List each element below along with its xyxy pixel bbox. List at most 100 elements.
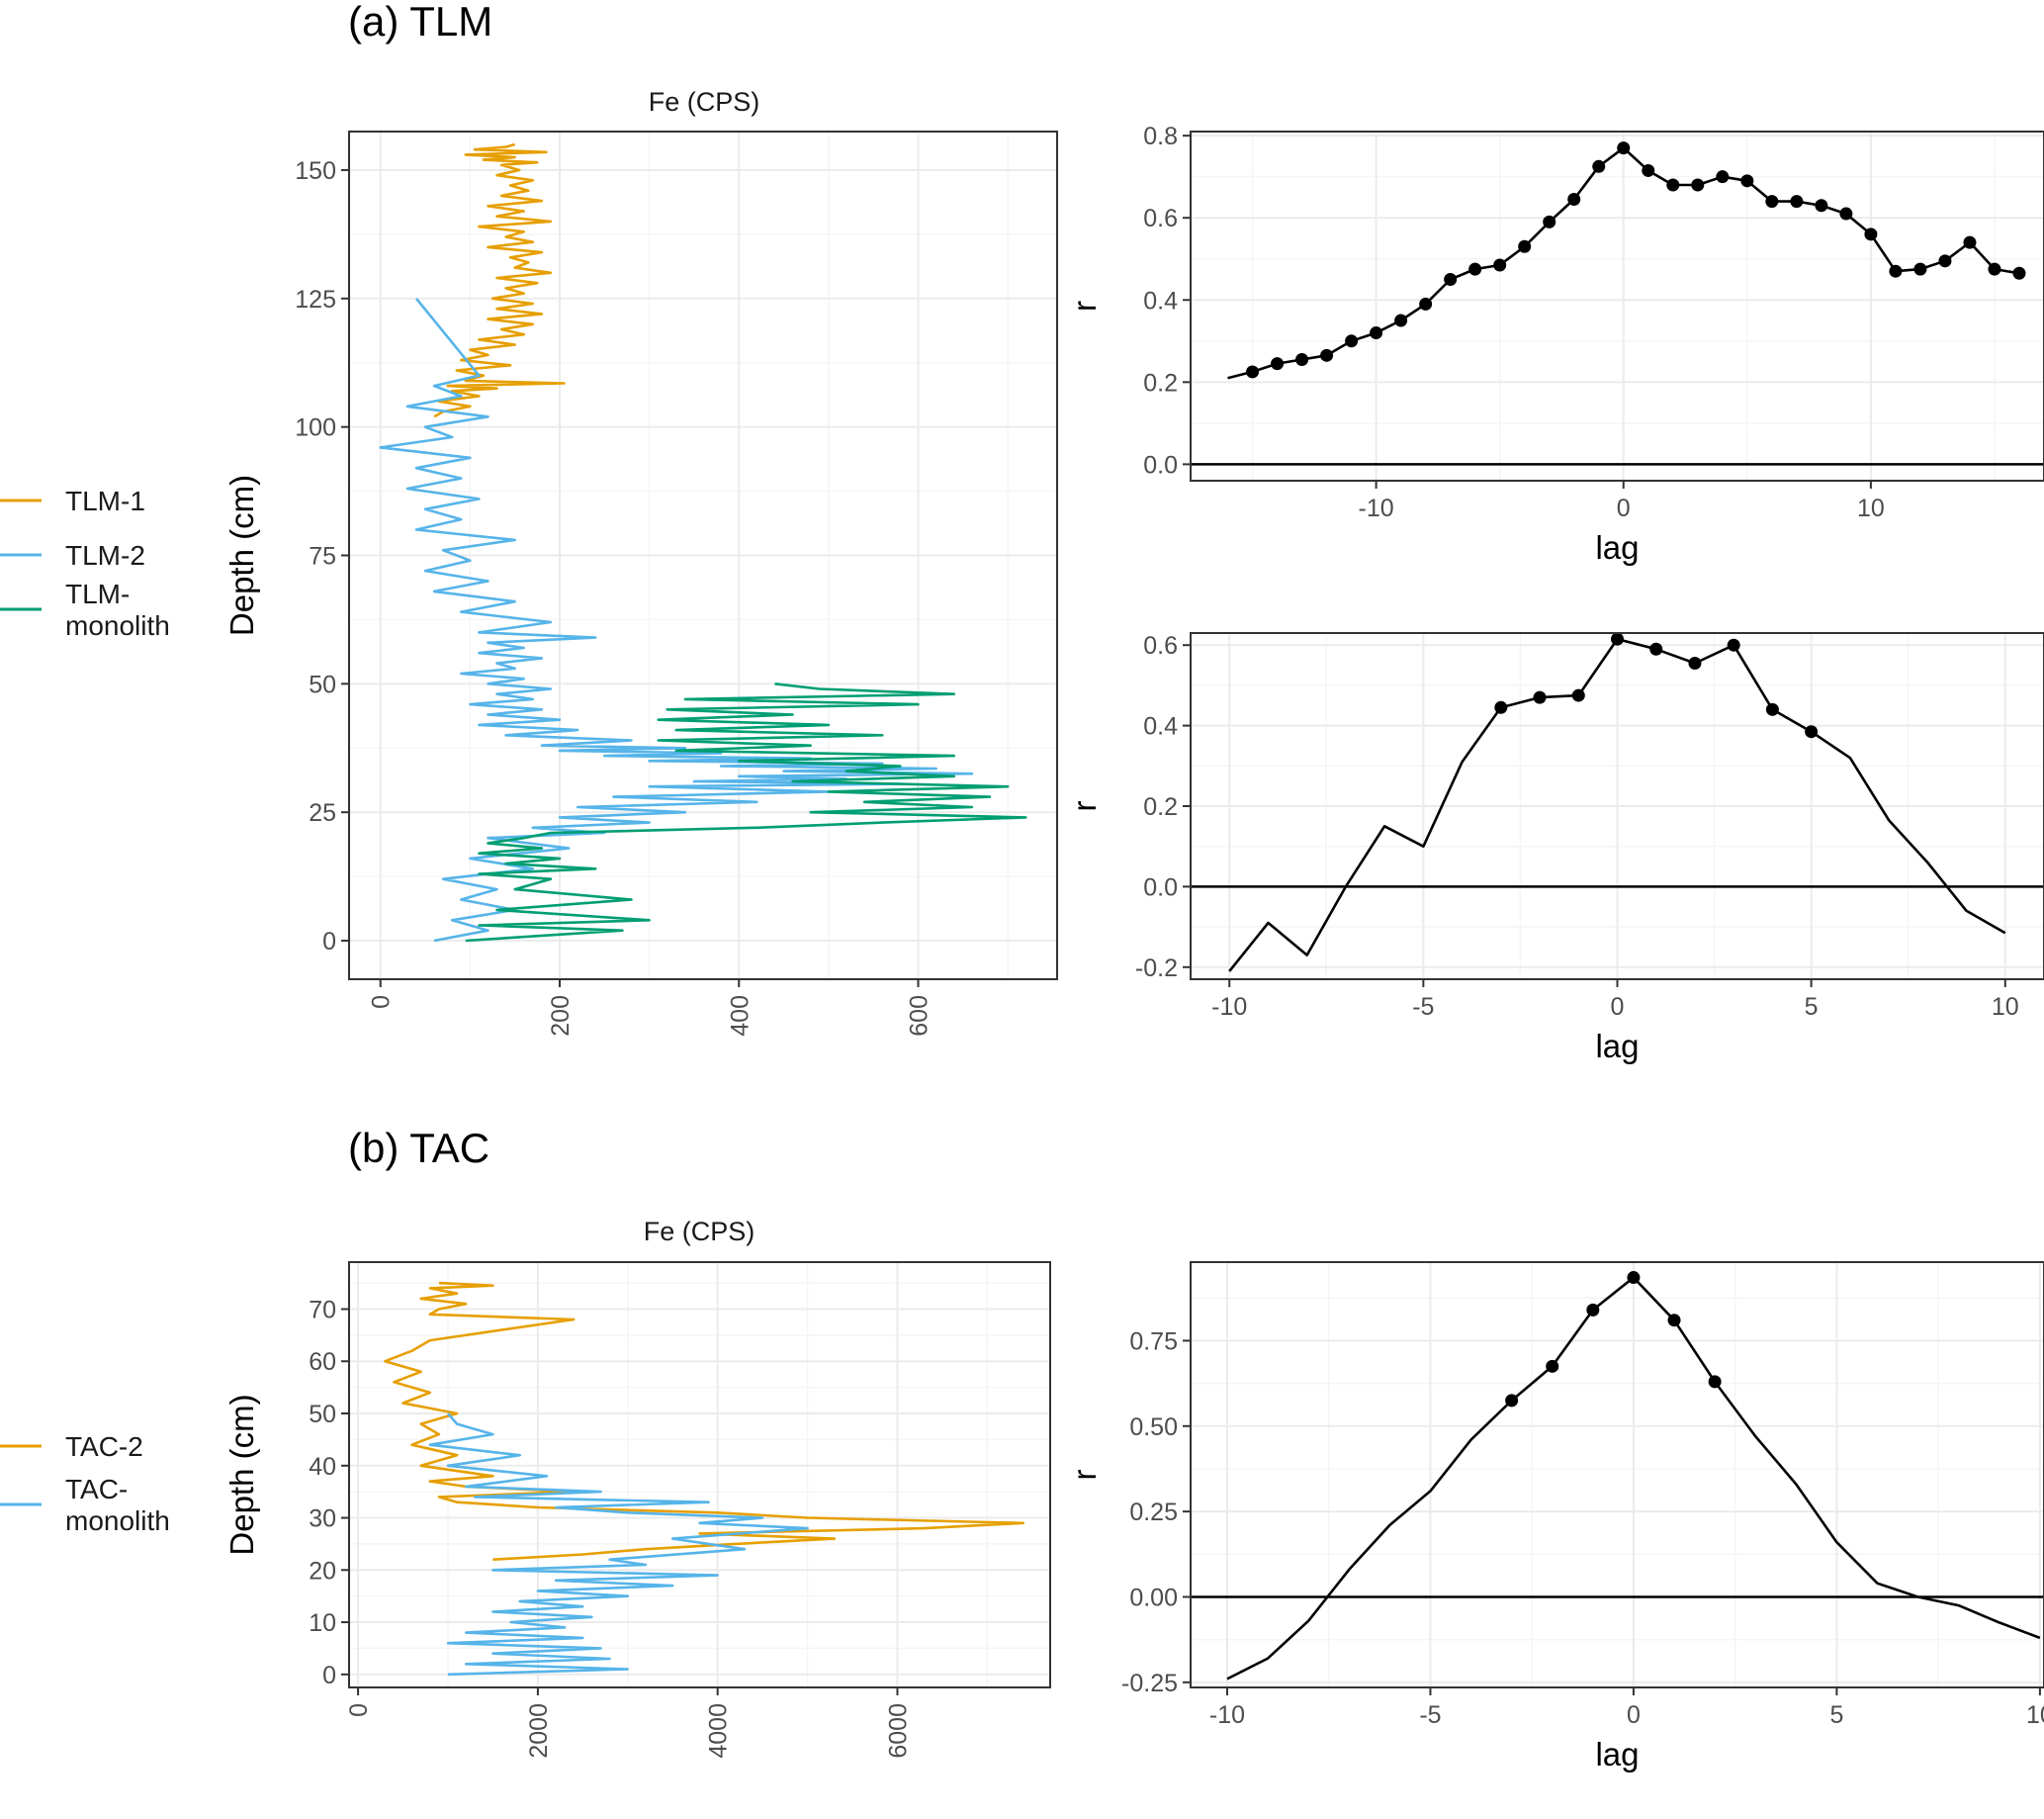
y-tick-label: 10 xyxy=(309,1609,336,1637)
data-point xyxy=(1468,262,1482,276)
panel-border xyxy=(348,131,1058,980)
x-tick-label: 200 xyxy=(547,995,575,1037)
data-point xyxy=(1667,1314,1681,1327)
data-point xyxy=(1394,314,1408,327)
y-tick-label: 0.00 xyxy=(1129,1584,1178,1611)
x-axis-title: lag xyxy=(1595,529,1639,566)
data-point xyxy=(1493,258,1507,272)
y-tick-label: 25 xyxy=(309,799,336,827)
chart-tlm-fe-depth: 0 200 400 600 0 25 50 75 100 125 150 Fe (CPS) Depth … xyxy=(223,87,1058,1037)
legend-label: TAC-monolith xyxy=(65,1474,170,1536)
legend-label: TLM-2 xyxy=(65,540,145,571)
y-tick-label: 0.8 xyxy=(1143,123,1178,150)
y-tick-label: 75 xyxy=(309,543,336,571)
panel-border xyxy=(1190,131,2044,482)
series-line-tac-2 xyxy=(384,1281,1024,1561)
y-tick-label: 0.0 xyxy=(1143,451,1178,479)
data-point xyxy=(1727,638,1740,652)
x-tick-label: 0 xyxy=(1627,1701,1641,1729)
y-axis-title: r xyxy=(1066,301,1103,312)
data-point xyxy=(1839,207,1853,221)
data-point xyxy=(1649,642,1663,656)
panel-a-title: (a) TLM xyxy=(348,0,492,45)
panel-border xyxy=(1190,632,2044,980)
data-point xyxy=(1913,262,1927,276)
x-axis-title: lag xyxy=(1595,1736,1639,1773)
x-tick-label: 10 xyxy=(1857,495,1885,522)
data-point xyxy=(1617,141,1631,155)
x-tick-label: 5 xyxy=(1805,993,1819,1021)
x-tick-label: 0 xyxy=(368,995,396,1009)
data-point xyxy=(1938,254,1952,268)
y-axis-title: Depth (cm) xyxy=(223,475,260,636)
data-point xyxy=(1505,1394,1519,1408)
panel-border xyxy=(348,1261,1051,1688)
y-tick-label: 50 xyxy=(309,1401,336,1428)
data-point xyxy=(1518,239,1532,253)
y-tick-label: 0.6 xyxy=(1143,632,1178,660)
x-tick-label: 6000 xyxy=(884,1703,912,1759)
data-point xyxy=(1963,235,1977,249)
y-tick-label: 0.25 xyxy=(1129,1499,1178,1526)
y-tick-label: 50 xyxy=(309,671,336,698)
chart-tlm-cross-correlation-1: -10 0 10 0.0 0.2 0.4 0.6 0.8 lag r xyxy=(1066,123,2044,566)
x-tick-label: 0 xyxy=(1617,495,1631,522)
data-point xyxy=(1295,352,1309,366)
y-axis-title: r xyxy=(1066,1470,1103,1481)
panel-b-title: (b) TAC xyxy=(348,1125,489,1171)
data-point xyxy=(1571,688,1585,702)
chart-tlm-cross-correlation-2: -10 -5 0 5 10 -0.2 0.0 0.2 0.4 0.6 lag r xyxy=(1066,632,2044,1064)
data-point xyxy=(1567,193,1581,207)
x-tick-label: 10 xyxy=(2026,1701,2044,1729)
data-point xyxy=(1691,178,1705,192)
data-point xyxy=(1708,1375,1722,1389)
data-point xyxy=(1740,174,1754,188)
x-tick-label: -5 xyxy=(1419,1701,1441,1729)
y-tick-label: 70 xyxy=(309,1296,336,1323)
y-tick-label: 30 xyxy=(309,1505,336,1533)
y-tick-label: -0.2 xyxy=(1135,955,1178,982)
y-tick-label: 0.4 xyxy=(1143,287,1178,315)
chart-title: Fe (CPS) xyxy=(649,87,760,117)
series-line-tlm-1 xyxy=(433,142,566,418)
plot-background xyxy=(1191,132,2044,481)
y-tick-label: 40 xyxy=(309,1453,336,1481)
series-line-tlm-2 xyxy=(379,297,974,943)
data-point xyxy=(1790,195,1804,209)
data-point xyxy=(1586,1303,1600,1317)
y-axis-title: Depth (cm) xyxy=(223,1394,260,1555)
data-point xyxy=(1988,262,2001,276)
y-tick-label: 0.75 xyxy=(1129,1327,1178,1355)
x-axis-title: lag xyxy=(1595,1028,1639,1064)
data-point xyxy=(1370,325,1383,339)
data-point xyxy=(1765,195,1779,209)
y-tick-label: 0.6 xyxy=(1143,205,1178,232)
y-tick-label: 0.2 xyxy=(1143,793,1178,821)
legend-tac: TAC-2 TAC-monolith xyxy=(0,1431,170,1536)
y-tick-label: 0.4 xyxy=(1143,713,1178,741)
y-tick-label: 0.2 xyxy=(1143,369,1178,397)
x-tick-label: 5 xyxy=(1829,1701,1843,1729)
x-tick-label: 2000 xyxy=(525,1703,553,1759)
y-tick-label: 60 xyxy=(309,1348,336,1376)
y-tick-label: 125 xyxy=(295,286,336,314)
data-point xyxy=(1320,348,1334,362)
y-tick-label: 0 xyxy=(322,928,336,955)
y-axis-title: r xyxy=(1066,801,1103,812)
data-point xyxy=(1345,334,1359,348)
x-tick-label: -10 xyxy=(1359,495,1394,522)
legend-label: TLM-monolith xyxy=(65,579,170,641)
x-tick-label: 400 xyxy=(726,995,754,1037)
panel-border xyxy=(1190,1261,2044,1688)
plot-background xyxy=(349,1262,1050,1687)
y-tick-label: 0.0 xyxy=(1143,873,1178,901)
data-point xyxy=(1765,702,1779,716)
y-tick-label: -0.25 xyxy=(1121,1670,1178,1697)
y-tick-label: 150 xyxy=(295,157,336,185)
data-point xyxy=(2012,266,2026,280)
data-point xyxy=(1444,273,1458,287)
series-line-tac-monolith xyxy=(428,1412,809,1677)
legend-label: TAC-2 xyxy=(65,1431,143,1462)
data-point xyxy=(1642,163,1655,177)
